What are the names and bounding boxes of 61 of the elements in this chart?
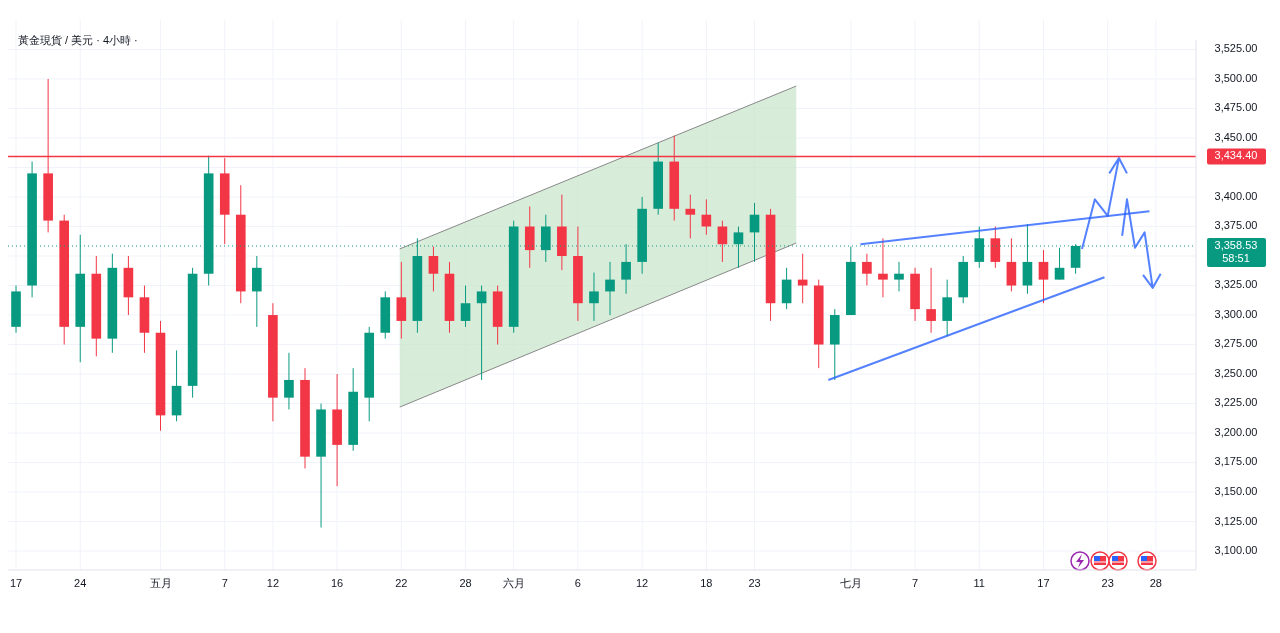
x-tick-label: 23	[748, 577, 761, 589]
y-tick-label: 3,150.00	[1214, 485, 1258, 497]
chart-title: 黃金現貨 / 美元 · 4小時 ·	[18, 34, 138, 46]
y-tick-label: 3,450.00	[1214, 130, 1258, 143]
y-tick-label: 3,175.00	[1214, 455, 1258, 468]
y-tick-label: 3,475.00	[1214, 101, 1258, 114]
x-tick-label: 17	[1037, 577, 1050, 589]
y-tick-label: 3,300.00	[1214, 307, 1258, 320]
candlestick	[926, 267, 936, 334]
candlestick	[1054, 247, 1065, 281]
x-tick-label: 28	[459, 577, 472, 589]
candlestick	[797, 253, 808, 304]
x-tick-label: 七月	[839, 577, 862, 589]
candlestick	[942, 279, 952, 337]
candlestick	[862, 253, 872, 287]
y-tick-label: 3,275.00	[1214, 337, 1258, 350]
y-tick-label: 3,525.00	[1214, 42, 1258, 55]
x-tick-label: 12	[636, 577, 649, 589]
candlestick	[894, 261, 904, 292]
x-tick-label: 12	[266, 577, 280, 589]
y-tick-label: 3,325.00	[1214, 278, 1258, 291]
text: 58:51	[1222, 251, 1250, 264]
candlestick	[1006, 237, 1017, 292]
y-tick-label: 3,375.00	[1214, 219, 1258, 232]
y-tick-label: 3,500.00	[1214, 71, 1258, 84]
x-tick-label: 24	[74, 577, 87, 589]
x-tick-label: 五月	[149, 577, 172, 589]
candlestick	[701, 198, 712, 236]
candlestick	[990, 226, 1001, 269]
y-tick-label: 3,100.00	[1214, 544, 1258, 557]
y-tick-label: 3,225.00	[1214, 396, 1258, 409]
candlestick	[476, 285, 487, 381]
x-tick-label: 7	[911, 577, 919, 589]
candlestick	[396, 261, 407, 340]
y-tick-label: 3,125.00	[1214, 514, 1258, 527]
candlestick	[685, 194, 696, 239]
candlestick	[589, 272, 599, 322]
y-tick-label: 3,200.00	[1214, 425, 1258, 438]
x-tick-label: 11	[973, 577, 985, 589]
candlestick	[460, 285, 471, 328]
x-tick-label: 28	[1149, 577, 1162, 589]
x-tick-label: 18	[700, 577, 713, 589]
candlestick	[428, 246, 439, 292]
x-tick-label: 17	[9, 577, 23, 589]
x-tick-label: 23	[1101, 577, 1114, 589]
x-tick-label: 16	[330, 577, 344, 589]
x-tick-label: 7	[221, 577, 228, 589]
candlestick	[878, 237, 888, 298]
x-tick-label: 六月	[502, 577, 525, 589]
ref-line-label: 3,434.40	[1214, 149, 1258, 162]
candlestick	[524, 205, 535, 269]
candlestick	[781, 267, 792, 310]
x-tick-label: 22	[395, 577, 408, 589]
x-tick-label: 6	[574, 577, 581, 589]
y-tick-label: 3,250.00	[1214, 366, 1258, 379]
candlestick	[605, 261, 615, 316]
candlestick	[284, 352, 294, 410]
ref-line-label: 3,358.53	[1214, 238, 1258, 251]
y-tick-label: 3,400.00	[1214, 189, 1258, 202]
candlestick	[252, 255, 262, 328]
candlestick	[1038, 249, 1049, 304]
